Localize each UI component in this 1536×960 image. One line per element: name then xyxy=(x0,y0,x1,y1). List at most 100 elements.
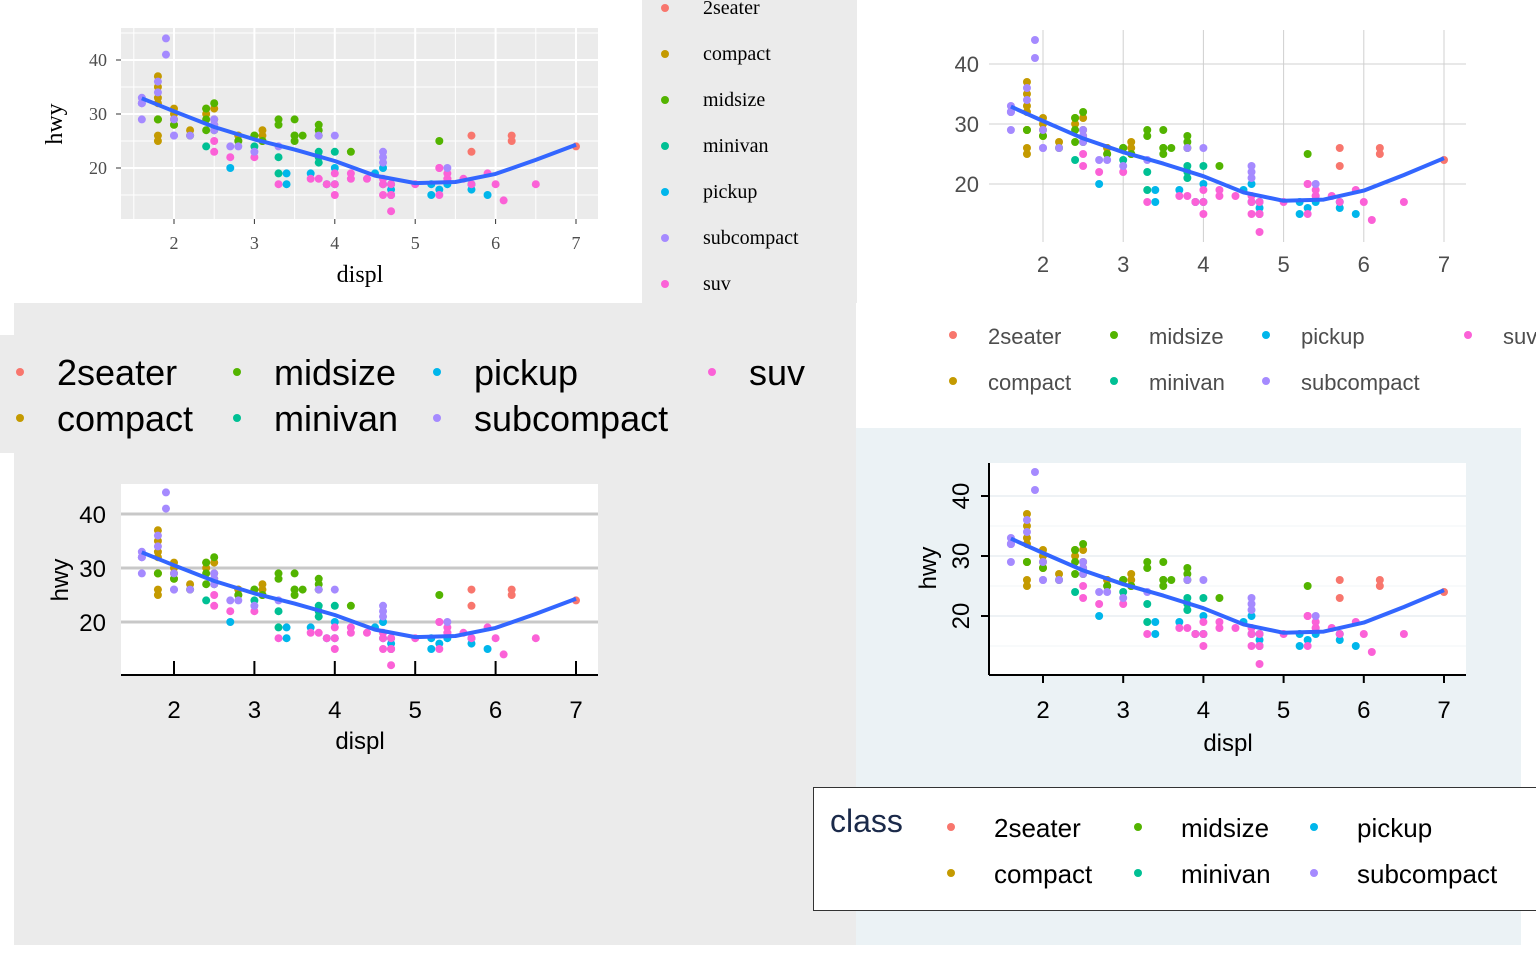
legend-2-label-suv: suv xyxy=(1503,324,1536,349)
data-point-midsize xyxy=(1079,108,1088,116)
legend-3-label-minivan: minivan xyxy=(274,398,398,439)
data-point-2seater xyxy=(507,137,516,145)
x-tick-label: 2 xyxy=(167,697,180,724)
data-point-compact xyxy=(1079,114,1088,122)
data-point-midsize xyxy=(1215,162,1224,170)
legend-2-key-pickup xyxy=(1262,331,1270,339)
x-tick-label: 4 xyxy=(330,233,339,253)
data-point-minivan xyxy=(1071,156,1080,164)
data-point-compact xyxy=(1127,144,1136,152)
data-point-suv xyxy=(330,169,339,178)
data-point-suv xyxy=(499,196,508,205)
data-point-suv xyxy=(322,634,331,643)
data-point-compact xyxy=(1071,120,1080,128)
data-point-pickup xyxy=(282,169,291,178)
data-point-midsize xyxy=(290,591,299,599)
data-point-midsize xyxy=(153,569,162,578)
data-point-midsize xyxy=(1183,138,1192,146)
x-tick-label: 6 xyxy=(491,233,500,253)
data-point-suv xyxy=(491,634,500,643)
data-point-subcompact xyxy=(137,115,146,124)
data-point-subcompact xyxy=(1095,588,1104,596)
data-point-subcompact xyxy=(379,158,388,167)
data-point-pickup xyxy=(1247,180,1256,188)
data-point-midsize xyxy=(202,104,211,113)
data-point-suv xyxy=(1367,648,1376,656)
data-point-pickup xyxy=(282,634,291,643)
data-point-suv xyxy=(330,191,339,199)
plot3-xlabel: displ xyxy=(335,728,384,755)
data-point-2seater xyxy=(467,585,476,594)
data-point-subcompact xyxy=(443,164,452,172)
legend-4-label-midsize: midsize xyxy=(1181,813,1269,843)
data-point-subcompact xyxy=(443,618,452,626)
data-point-suv xyxy=(1199,618,1208,626)
data-point-subcompact xyxy=(1103,156,1112,164)
data-point-compact xyxy=(1079,546,1088,554)
data-point-subcompact xyxy=(1079,558,1088,566)
data-point-compact xyxy=(1022,150,1031,158)
x-tick-label: 2 xyxy=(170,233,179,253)
data-point-suv xyxy=(1175,624,1184,632)
data-point-minivan xyxy=(1119,156,1128,164)
data-point-compact xyxy=(1127,576,1136,584)
data-point-suv xyxy=(1303,612,1312,620)
data-point-subcompact xyxy=(153,531,162,540)
data-point-subcompact xyxy=(1006,558,1015,566)
data-point-subcompact xyxy=(1247,168,1256,176)
data-point-minivan xyxy=(1143,600,1152,608)
data-point-midsize xyxy=(1159,582,1168,590)
data-point-pickup xyxy=(483,191,492,199)
data-point-subcompact xyxy=(1030,486,1039,494)
data-point-midsize xyxy=(1159,144,1168,152)
x-tick-label: 3 xyxy=(1117,697,1130,724)
data-point-suv xyxy=(1247,642,1256,650)
data-point-suv xyxy=(274,180,283,189)
legend-4-key-compact xyxy=(947,869,955,877)
data-point-midsize xyxy=(298,585,307,594)
data-point-suv xyxy=(491,180,500,189)
data-point-suv xyxy=(1255,642,1264,650)
data-point-suv xyxy=(1191,198,1200,206)
data-point-midsize xyxy=(290,115,299,124)
top-right-legend-panel xyxy=(642,0,857,303)
data-point-subcompact xyxy=(1055,576,1064,584)
data-point-minivan xyxy=(1183,594,1192,602)
data-point-midsize xyxy=(298,131,307,140)
data-point-pickup xyxy=(1303,636,1312,644)
data-point-suv xyxy=(1199,186,1208,194)
smooth-line xyxy=(141,96,577,186)
data-point-minivan xyxy=(330,147,339,156)
data-point-pickup xyxy=(1199,180,1208,188)
data-point-suv xyxy=(1215,192,1224,200)
data-point-suv xyxy=(1367,216,1376,224)
data-point-subcompact xyxy=(1247,606,1256,614)
legend-1-label-midsize: midsize xyxy=(703,89,765,111)
data-point-pickup xyxy=(1151,618,1160,626)
data-point-suv xyxy=(1231,192,1240,200)
legend-4-key-subcompact xyxy=(1310,869,1318,877)
data-point-midsize xyxy=(1167,144,1176,152)
legend-3-label-2seater: 2seater xyxy=(57,352,177,393)
plot4-xlabel: displ xyxy=(1203,730,1252,757)
data-point-suv xyxy=(330,634,339,643)
data-point-suv xyxy=(1095,600,1104,608)
data-point-subcompact xyxy=(1030,468,1039,476)
legend-2-key-minivan xyxy=(1110,377,1118,385)
data-point-suv xyxy=(1199,642,1208,650)
data-point-subcompact xyxy=(1039,576,1047,584)
data-point-midsize xyxy=(1079,540,1088,548)
data-point-suv xyxy=(362,628,371,637)
data-point-suv xyxy=(1255,630,1264,638)
data-point-suv xyxy=(1303,180,1312,188)
data-point-subcompact xyxy=(161,488,170,497)
data-point-minivan xyxy=(1071,588,1080,596)
data-point-suv xyxy=(314,174,323,183)
data-point-subcompact xyxy=(153,542,162,551)
data-point-midsize xyxy=(202,126,211,135)
data-point-minivan xyxy=(314,612,323,621)
legend-3-label-pickup: pickup xyxy=(474,352,578,393)
data-point-suv xyxy=(330,623,339,632)
data-point-suv xyxy=(1303,642,1312,650)
legend-left-strip xyxy=(0,335,14,453)
